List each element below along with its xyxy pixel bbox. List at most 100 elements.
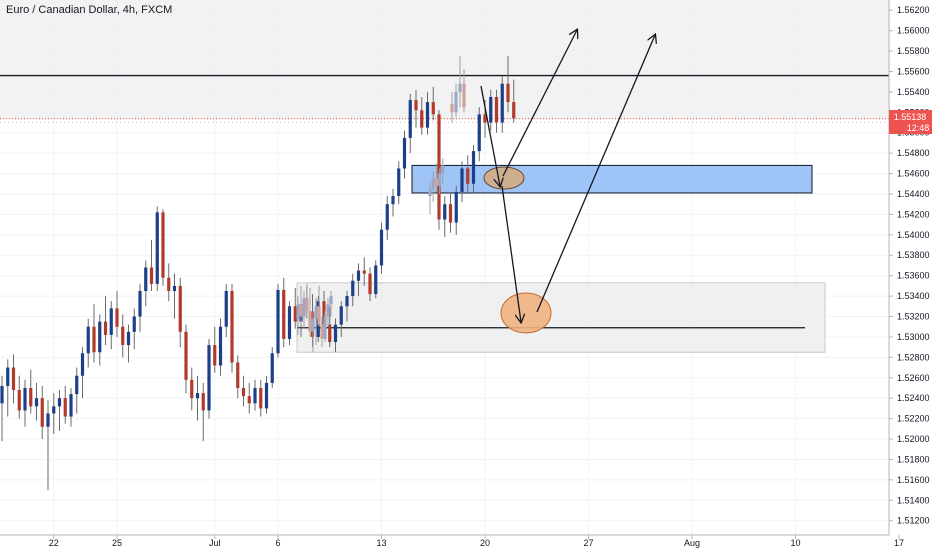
ghost-candle xyxy=(462,83,466,108)
candle xyxy=(494,96,499,123)
candle xyxy=(402,137,407,169)
candle xyxy=(437,114,441,220)
zones xyxy=(0,0,889,353)
target-ellipse-blue-zone xyxy=(483,166,525,190)
price-axis-label: 1.53000 xyxy=(897,332,930,342)
candle xyxy=(52,406,56,414)
price-axis[interactable] xyxy=(889,0,932,550)
price-tag-box xyxy=(889,110,932,134)
candle xyxy=(224,290,228,327)
candle xyxy=(443,204,447,220)
time-axis-label: 20 xyxy=(480,538,490,548)
candle xyxy=(276,289,280,354)
time-axis-label: 27 xyxy=(583,538,593,548)
candle xyxy=(362,270,366,274)
price-axis-label: 1.52600 xyxy=(897,373,930,383)
candle xyxy=(431,102,435,115)
projection-arrow xyxy=(536,35,655,313)
candle xyxy=(167,277,171,291)
price-axis-label: 1.53400 xyxy=(897,291,930,301)
current-price-tag: 1.55138 12:48 xyxy=(889,110,932,134)
candle xyxy=(259,387,263,409)
candle xyxy=(69,394,73,417)
price-axis-label: 1.55600 xyxy=(897,66,930,76)
price-axis-label: 1.54400 xyxy=(897,189,930,199)
candle xyxy=(328,324,332,343)
candle xyxy=(86,326,90,354)
candle xyxy=(11,367,16,391)
candle xyxy=(144,267,148,291)
price-axis-label: 1.53800 xyxy=(897,250,930,260)
candle xyxy=(29,387,33,407)
candle xyxy=(264,382,269,409)
candle xyxy=(351,280,355,297)
candle xyxy=(23,387,27,411)
price-axis-label: 1.51200 xyxy=(897,516,930,526)
price-axis-label: 1.54800 xyxy=(897,148,930,158)
candle xyxy=(46,413,50,427)
price-axis-label: 1.55800 xyxy=(897,46,930,56)
candle xyxy=(184,331,188,380)
ghost-candle xyxy=(302,298,306,317)
candle xyxy=(293,306,297,322)
price-axis-label: 1.56000 xyxy=(897,26,930,36)
candle xyxy=(17,390,21,411)
candle xyxy=(213,345,217,366)
candle xyxy=(420,110,424,128)
candle xyxy=(34,398,39,407)
candle xyxy=(506,83,510,103)
candle xyxy=(512,102,516,119)
price-axis-label: 1.54000 xyxy=(897,230,930,240)
demand-zone-grey xyxy=(296,282,826,353)
target-ellipse-grey-zone xyxy=(500,292,552,334)
projection-arrow xyxy=(502,30,577,177)
ghost-candle xyxy=(438,173,442,186)
candle xyxy=(466,168,470,184)
ghost-candle xyxy=(458,83,462,92)
candle xyxy=(454,191,458,223)
candle xyxy=(63,398,67,417)
candle xyxy=(247,396,251,404)
candle xyxy=(109,308,113,335)
candle xyxy=(339,306,343,325)
price-axis-label: 1.56200 xyxy=(897,5,930,15)
time-axis-label: 10 xyxy=(790,538,800,548)
candle xyxy=(471,151,476,184)
candle xyxy=(6,367,10,386)
ghost-candle xyxy=(305,298,309,312)
candle xyxy=(489,96,493,123)
candle xyxy=(460,168,464,192)
candle xyxy=(356,270,361,281)
candle xyxy=(207,345,211,411)
candle xyxy=(0,385,4,404)
candle xyxy=(236,362,240,388)
candle xyxy=(425,102,430,128)
candle xyxy=(155,212,159,284)
time-axis-label: 17 xyxy=(894,538,904,548)
ghost-candle xyxy=(434,178,438,186)
ghost-candle xyxy=(431,178,435,189)
price-axis-label: 1.52400 xyxy=(897,393,930,403)
ghost-candle xyxy=(441,165,445,174)
projection-arrow xyxy=(501,185,521,322)
candle xyxy=(195,393,200,399)
ghost-candle xyxy=(320,324,324,339)
candle xyxy=(138,290,142,317)
time-axis[interactable] xyxy=(0,535,932,550)
ghost-candle xyxy=(299,304,303,317)
candle xyxy=(115,308,119,327)
ghost-candle xyxy=(329,296,333,305)
candle xyxy=(92,326,96,353)
candle xyxy=(241,387,246,397)
candles xyxy=(0,56,516,491)
candle xyxy=(40,398,44,427)
ghost-candle xyxy=(323,316,327,339)
time-axis-label: 13 xyxy=(376,538,386,548)
ghost-candle xyxy=(428,188,432,197)
time-axis-label: Jul xyxy=(209,538,221,548)
candle xyxy=(448,204,453,223)
candle xyxy=(80,353,85,376)
candle xyxy=(287,306,292,339)
ghost-candle xyxy=(308,311,312,332)
